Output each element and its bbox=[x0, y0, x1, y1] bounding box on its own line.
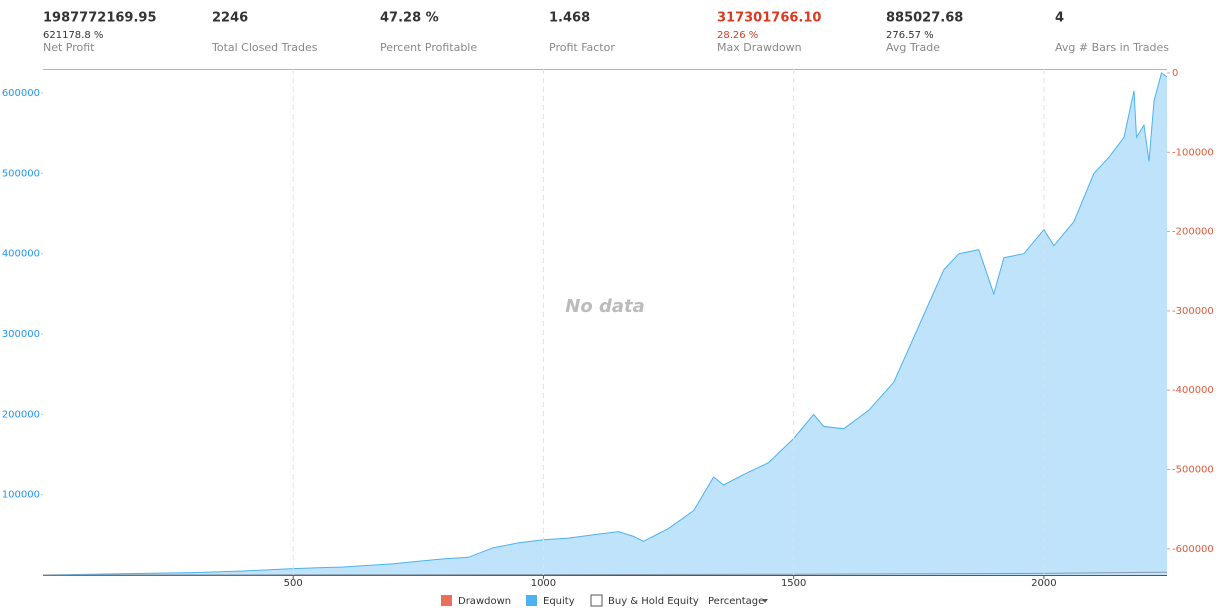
stat-value: 885027.68 bbox=[886, 11, 963, 26]
scale-menu[interactable]: Percentage bbox=[708, 596, 764, 607]
legend-label[interactable]: Buy & Hold Equity bbox=[608, 596, 699, 607]
y2-tick-label: -600000 bbox=[1172, 544, 1214, 555]
stat-percent: 28.26 % bbox=[717, 30, 758, 41]
equity-area bbox=[43, 73, 1167, 575]
stat-value: 2246 bbox=[212, 11, 248, 26]
stat-label: Net Profit bbox=[43, 41, 95, 54]
y2-tick-label: -500000 bbox=[1172, 465, 1214, 476]
legend-label[interactable]: Drawdown bbox=[458, 596, 511, 607]
y-tick-label: 200000 bbox=[2, 409, 40, 420]
stat-label: Percent Profitable bbox=[380, 41, 477, 54]
stat-label: Avg Trade bbox=[886, 41, 940, 54]
y2-tick-label: -200000 bbox=[1172, 227, 1214, 238]
series-line bbox=[42, 72, 1168, 576]
menu-caret[interactable] bbox=[762, 599, 768, 603]
stat-percent: 276.57 % bbox=[886, 30, 934, 41]
y-tick-label: 100000 bbox=[2, 490, 40, 501]
x-tick-label: 2000 bbox=[1031, 578, 1056, 589]
stat-value: 47.28 % bbox=[380, 11, 439, 26]
x-tick-label: 1000 bbox=[531, 578, 556, 589]
stat-value: 1987772169.95 bbox=[43, 11, 156, 26]
stat-value: 1.468 bbox=[549, 11, 590, 26]
y2-tick-label: 0 bbox=[1172, 68, 1178, 79]
y-tick-label: 500000 bbox=[2, 168, 40, 179]
legend-swatch[interactable] bbox=[441, 595, 452, 606]
stat-label: Avg # Bars in Trades bbox=[1055, 41, 1169, 54]
legend-swatch[interactable] bbox=[526, 595, 537, 606]
plot-area bbox=[42, 72, 1168, 576]
y2-tick-label: -100000 bbox=[1172, 147, 1214, 158]
series-line bbox=[42, 571, 1168, 576]
y-tick-label: 600000 bbox=[2, 88, 40, 99]
stat-label: Profit Factor bbox=[549, 41, 615, 54]
x-tick-label: 500 bbox=[284, 578, 303, 589]
no-data-annotation: No data bbox=[565, 296, 644, 317]
y-tick-label: 300000 bbox=[2, 329, 40, 340]
stat-value: 4 bbox=[1055, 11, 1064, 26]
stat-label: Total Closed Trades bbox=[211, 41, 318, 54]
stat-label: Max Drawdown bbox=[717, 41, 802, 54]
stat-value: 317301766.10 bbox=[717, 11, 821, 26]
x-tick-label: 1500 bbox=[781, 578, 806, 589]
y-tick-label: 400000 bbox=[2, 249, 40, 260]
legend-swatch[interactable] bbox=[590, 594, 603, 607]
legend-label[interactable]: Equity bbox=[543, 596, 575, 607]
y2-tick-label: -400000 bbox=[1172, 385, 1214, 396]
y2-tick-label: -300000 bbox=[1172, 306, 1214, 317]
stat-percent: 621178.8 % bbox=[43, 30, 103, 41]
